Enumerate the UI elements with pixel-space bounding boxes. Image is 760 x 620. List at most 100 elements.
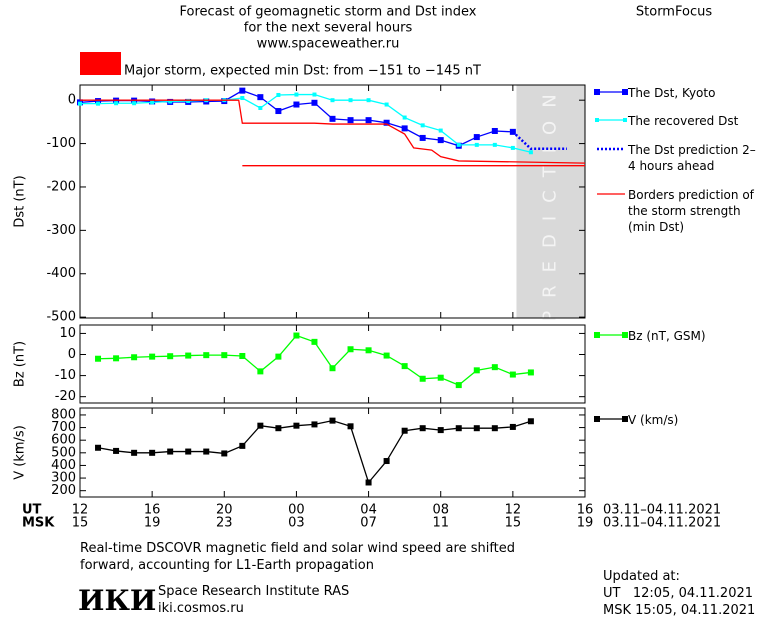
series-line [512,130,567,151]
data-point [95,444,102,451]
x-tick-label: 07 [360,516,377,531]
legend-marker [622,332,628,338]
series-line [80,99,586,164]
data-point [437,374,444,381]
data-point [167,353,174,360]
data-point [78,101,82,106]
data-point [401,125,408,132]
y-tick-label: 0 [68,93,76,108]
data-point [384,102,389,107]
data-point [383,119,390,126]
legend-marker [595,118,599,122]
data-point [113,447,120,454]
data-point [293,422,300,429]
prediction-label: PREDICTION [540,81,561,321]
data-point [311,338,318,345]
data-point [473,367,480,374]
data-point [366,98,371,103]
data-point [132,101,137,106]
data-point [419,134,426,141]
legend-label: The Dst prediction 2–4 hours ahead [628,143,756,173]
x-tick-label: 23 [216,516,233,531]
data-point [221,352,228,359]
note: Real-time DSCOVR magnetic field and sola… [80,541,516,556]
y-axis-title: Bz (nT) [13,341,28,387]
x-tick-label: 04 [360,503,377,518]
x-tick-label: 11 [432,516,449,531]
y-tick-label: -500 [46,310,76,325]
y-tick-label: 600 [51,433,76,448]
logo: ИКИ [78,584,157,617]
data-point [420,123,425,128]
data-point [347,117,354,124]
y-tick-label: 800 [51,407,76,422]
legend-marker [594,416,600,422]
data-point [311,99,318,106]
data-point [95,98,102,105]
institute: Space Research Institute RAS [158,584,350,599]
y-tick-label: 0 [68,347,76,362]
x-tick-label: 19 [144,516,161,531]
x-tick-label: 15 [72,516,89,531]
plot-frame [79,324,586,404]
x-axis-title: UT [22,503,42,518]
y-tick-label: -20 [55,389,76,404]
data-point [276,92,281,97]
data-point [510,145,515,150]
note: forward, accounting for L1-Earth propaga… [80,558,374,573]
data-point [294,92,299,97]
data-point [527,369,534,376]
data-point [150,100,155,105]
x-tick-label: 20 [216,503,233,518]
data-point [365,347,372,354]
legend-marker [594,89,600,95]
data-point [311,421,318,428]
data-point [474,142,479,147]
data-point [527,418,534,425]
data-point [455,382,462,389]
data-point [185,352,192,359]
data-point [257,94,264,101]
data-point [185,448,192,455]
y-tick-label: 500 [51,445,76,460]
data-point [275,425,282,432]
data-point [438,128,443,133]
legend-marker [594,332,600,338]
x-tick-label: 03 [288,516,305,531]
legend-label: The Dst, Kyoto [628,86,716,100]
legend-label: V (km/s) [628,413,679,427]
updated: MSK 15:05, 04.11.2021 [603,603,756,618]
data-point [239,442,246,449]
x-tick-label: 00 [288,503,305,518]
data-point [329,115,336,122]
data-point [473,425,480,432]
data-point [365,479,372,486]
y-tick-label: 400 [51,458,76,473]
data-point [347,423,354,430]
data-point [509,371,516,378]
data-point [437,137,444,144]
data-point [402,115,407,120]
data-point [168,99,173,104]
data-point [96,101,101,106]
data-point [203,352,210,359]
x-axis-title: MSK [22,516,55,531]
data-point [473,134,480,141]
data-point [293,332,300,339]
data-point [131,449,138,456]
plot-frame [79,84,586,319]
legend-label: Borders prediction of the storm strength… [628,188,754,234]
data-point [348,98,353,103]
data-point [258,105,263,110]
x-tick-label: 16 [144,503,161,518]
data-point [365,117,372,124]
data-point [491,127,498,134]
y-tick-label: -10 [55,368,76,383]
data-point [114,101,119,106]
legend-marker [622,89,628,95]
series-line [80,93,532,153]
data-point [329,365,336,372]
data-point [509,423,516,430]
data-point [491,425,498,432]
